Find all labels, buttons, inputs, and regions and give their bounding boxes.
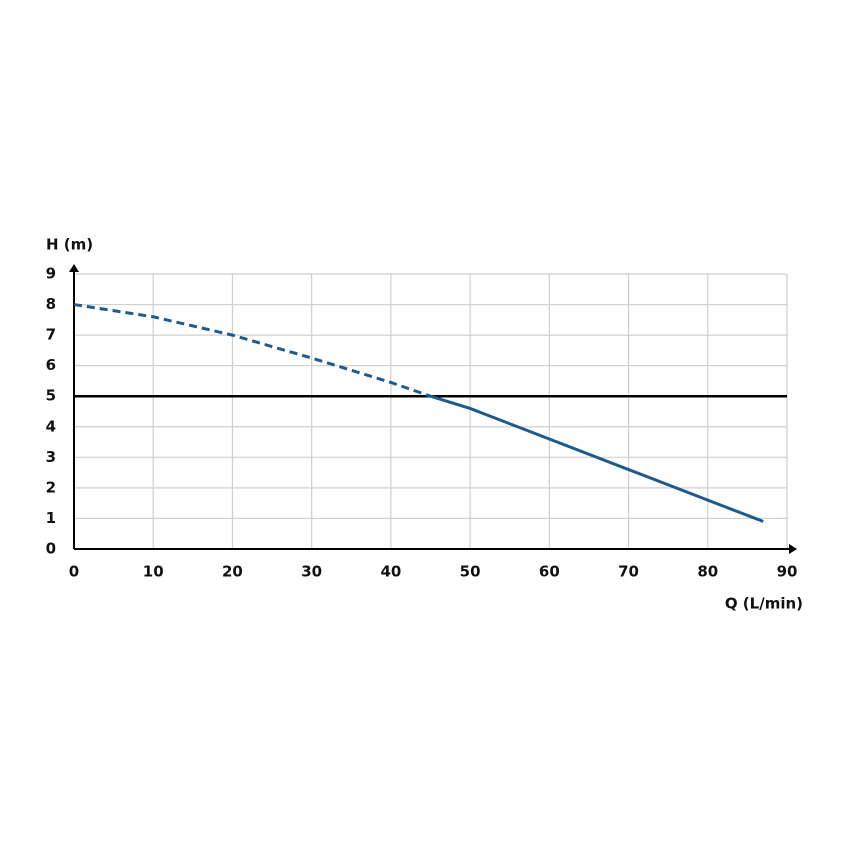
x-tick-label: 40 (380, 563, 401, 581)
y-tick-label: 7 (46, 326, 56, 344)
x-tick-label: 0 (69, 563, 79, 581)
x-tick-label: 20 (222, 563, 243, 581)
y-tick-label: 1 (46, 509, 56, 527)
y-axis-label: H (m) (46, 236, 93, 254)
x-tick-label: 60 (539, 563, 560, 581)
y-tick-label: 2 (46, 478, 56, 496)
x-tick-label: 30 (301, 563, 322, 581)
x-tick-label: 90 (777, 563, 798, 581)
y-tick-label: 8 (46, 295, 56, 313)
y-axis-arrow (69, 264, 79, 272)
y-tick-label: 4 (46, 417, 56, 435)
y-tick-label: 5 (46, 387, 56, 405)
x-tick-label: 10 (143, 563, 164, 581)
x-axis-label: Q (L/min) (725, 595, 803, 613)
y-tick-label: 0 (46, 540, 56, 558)
x-axis-arrow (789, 544, 797, 554)
curve-line (73, 303, 431, 398)
y-tick-label: 3 (46, 448, 56, 466)
y-tick-label: 9 (46, 265, 56, 283)
x-tick-label: 50 (460, 563, 481, 581)
curve-line (430, 394, 764, 523)
y-tick-label: 6 (46, 356, 56, 374)
x-tick-label: 70 (618, 563, 639, 581)
x-tick-label: 80 (697, 563, 718, 581)
